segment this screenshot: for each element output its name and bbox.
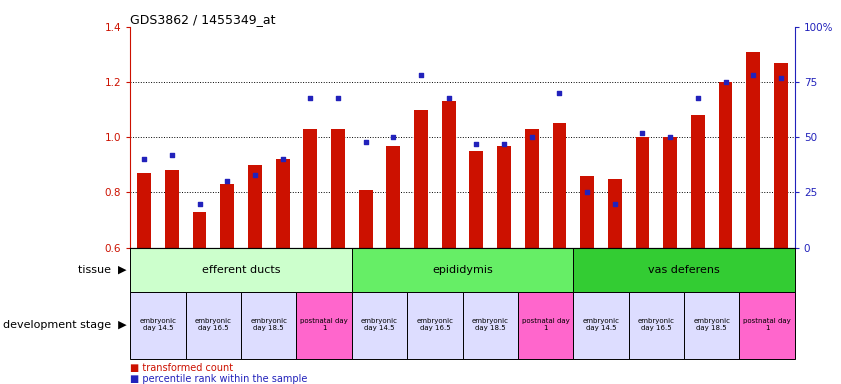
Bar [469, 151, 484, 248]
Bar [608, 179, 621, 248]
Point [608, 200, 621, 207]
Bar [386, 146, 400, 248]
Bar [248, 165, 262, 248]
Bar [137, 173, 151, 248]
Point [220, 178, 234, 185]
Bar [574, 248, 795, 292]
Point [276, 156, 289, 162]
Bar [130, 248, 352, 292]
Bar [553, 124, 566, 248]
Point [553, 90, 566, 96]
Text: embryonic
day 14.5: embryonic day 14.5 [361, 318, 398, 331]
Bar [296, 292, 352, 359]
Text: embryonic
day 18.5: embryonic day 18.5 [472, 318, 509, 331]
Point [387, 134, 400, 141]
Bar [407, 292, 463, 359]
Bar [691, 115, 705, 248]
Text: ■ percentile rank within the sample: ■ percentile rank within the sample [130, 374, 308, 384]
Point [719, 79, 733, 85]
Bar [186, 292, 241, 359]
Bar [241, 292, 296, 359]
Text: efferent ducts: efferent ducts [202, 265, 280, 275]
Point [165, 152, 178, 158]
Bar [442, 101, 456, 248]
Text: embryonic
day 16.5: embryonic day 16.5 [416, 318, 453, 331]
Point [691, 94, 705, 101]
Point [331, 94, 345, 101]
Bar [193, 212, 207, 248]
Bar [774, 63, 788, 248]
Text: postnatal day
1: postnatal day 1 [743, 318, 791, 331]
Text: postnatal day
1: postnatal day 1 [300, 318, 348, 331]
Bar [628, 292, 684, 359]
Bar [304, 129, 317, 248]
Point [304, 94, 317, 101]
Point [636, 130, 649, 136]
Bar [636, 137, 649, 248]
Bar [359, 190, 373, 248]
Point [497, 141, 510, 147]
Point [415, 73, 428, 79]
Text: embryonic
day 18.5: embryonic day 18.5 [693, 318, 730, 331]
Bar [220, 184, 234, 248]
Bar [664, 137, 677, 248]
Bar [718, 82, 733, 248]
Bar [463, 292, 518, 359]
Bar [352, 248, 574, 292]
Point [442, 94, 456, 101]
Bar [165, 170, 179, 248]
Point [137, 156, 151, 162]
Bar [684, 292, 739, 359]
Bar [525, 129, 539, 248]
Point [664, 134, 677, 141]
Bar [497, 146, 511, 248]
Point [193, 200, 206, 207]
Text: vas deferens: vas deferens [648, 265, 720, 275]
Text: tissue  ▶: tissue ▶ [77, 265, 126, 275]
Point [248, 172, 262, 178]
Point [525, 134, 538, 141]
Point [469, 141, 483, 147]
Bar [746, 52, 760, 248]
Point [580, 189, 594, 195]
Text: embryonic
day 14.5: embryonic day 14.5 [140, 318, 177, 331]
Bar [276, 159, 289, 248]
Bar [352, 292, 407, 359]
Text: embryonic
day 16.5: embryonic day 16.5 [637, 318, 674, 331]
Text: development stage  ▶: development stage ▶ [3, 320, 126, 331]
Text: ■ transformed count: ■ transformed count [130, 363, 234, 373]
Point [747, 73, 760, 79]
Text: epididymis: epididymis [432, 265, 493, 275]
Bar [130, 292, 186, 359]
Bar [580, 176, 594, 248]
Text: embryonic
day 16.5: embryonic day 16.5 [195, 318, 232, 331]
Bar [574, 292, 628, 359]
Point [359, 139, 373, 145]
Text: postnatal day
1: postnatal day 1 [521, 318, 569, 331]
Text: GDS3862 / 1455349_at: GDS3862 / 1455349_at [130, 13, 276, 26]
Bar [331, 129, 345, 248]
Bar [414, 110, 428, 248]
Text: embryonic
day 14.5: embryonic day 14.5 [583, 318, 620, 331]
Text: embryonic
day 18.5: embryonic day 18.5 [251, 318, 288, 331]
Bar [518, 292, 574, 359]
Point [775, 74, 788, 81]
Bar [739, 292, 795, 359]
